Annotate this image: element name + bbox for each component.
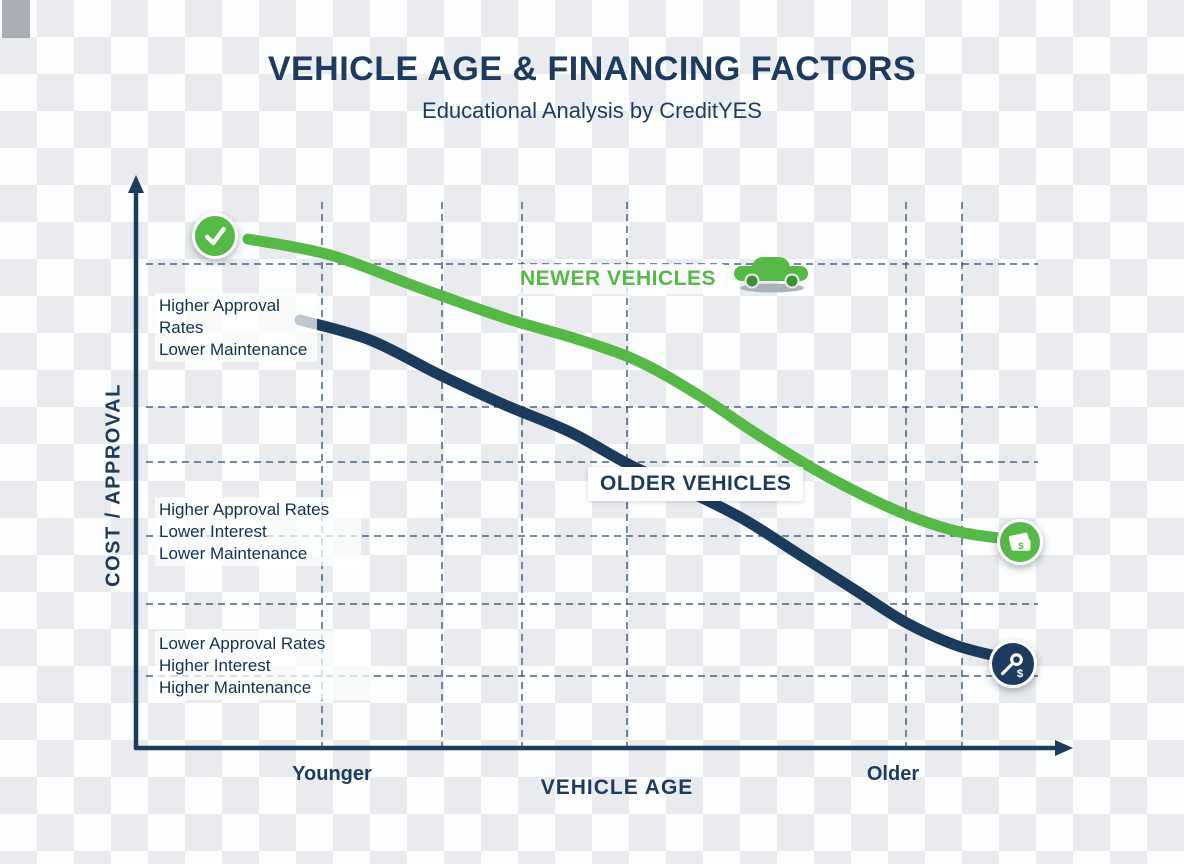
- x-axis-label: VEHICLE AGE: [540, 776, 694, 799]
- annotation-line: Lower Interest: [159, 521, 267, 541]
- car-icon: [734, 257, 808, 293]
- repair-icon: $: [989, 640, 1037, 688]
- corner-artifact: [2, 0, 30, 38]
- page-title: VEHICLE AGE & FINANCING FACTORS: [267, 50, 917, 88]
- cash-icon: $: [997, 519, 1043, 565]
- dollar-glyph: $: [1018, 541, 1024, 552]
- annotation-line: Higher Interest: [159, 655, 271, 675]
- annotation-line: Higher Approval Rates: [159, 296, 280, 337]
- page-subtitle: Educational Analysis by CreditYES: [422, 98, 762, 123]
- annotation-newer-top: Higher Approval Rates Lower Maintenance: [155, 293, 317, 363]
- line-series: [242, 233, 1024, 663]
- annotation-line: Higher Approval Rates: [159, 500, 330, 519]
- annotation-older-bottom: Lower Approval Rates Higher Interest Hig…: [155, 631, 371, 701]
- annotation-mid: Higher Approval Rates Lower Interest Low…: [155, 497, 361, 567]
- annotation-line: Lower Maintenance: [159, 339, 308, 359]
- x-tick-older: Older: [866, 763, 920, 785]
- legend-older-vehicles: OLDER VEHICLES: [588, 467, 804, 501]
- dollar-glyph: $: [1017, 668, 1024, 680]
- annotation-line: Higher Maintenance: [159, 677, 312, 697]
- y-axis-label: COST / APPROVAL: [102, 383, 125, 587]
- annotation-line: Lower Approval Rates: [159, 634, 326, 653]
- annotation-line: Lower Maintenance: [159, 543, 308, 563]
- legend-newer-vehicles: NEWER VEHICLES: [512, 264, 725, 294]
- header: VEHICLE AGE & FINANCING FACTORS Educatio…: [0, 50, 1184, 124]
- x-tick-younger: Younger: [292, 763, 372, 785]
- axes: [128, 175, 1073, 756]
- check-icon: [192, 213, 238, 259]
